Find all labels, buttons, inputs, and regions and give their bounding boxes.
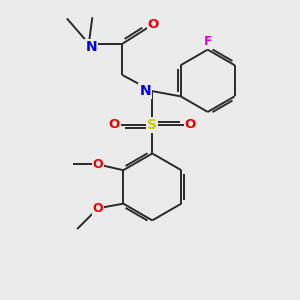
Text: O: O <box>185 118 196 131</box>
Text: O: O <box>109 118 120 131</box>
Text: O: O <box>93 158 103 171</box>
Text: O: O <box>148 18 159 31</box>
Text: F: F <box>203 35 212 48</box>
Text: N: N <box>85 40 97 54</box>
Text: N: N <box>140 84 151 98</box>
Text: O: O <box>93 202 103 215</box>
Text: S: S <box>147 118 157 132</box>
